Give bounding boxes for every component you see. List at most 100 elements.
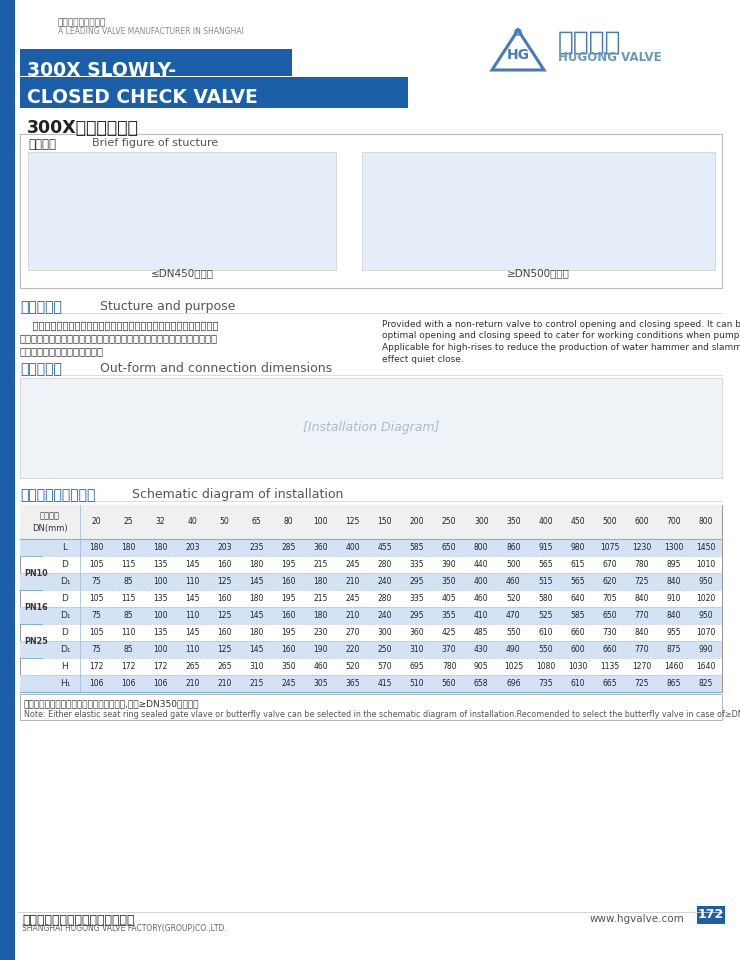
Text: 600: 600	[634, 517, 649, 526]
Text: 950: 950	[699, 611, 713, 620]
Text: 1025: 1025	[504, 662, 523, 671]
Text: Brief figure of stucture: Brief figure of stucture	[92, 138, 218, 148]
Text: 455: 455	[377, 543, 392, 552]
Text: 800: 800	[699, 517, 713, 526]
Text: 860: 860	[506, 543, 521, 552]
Text: 安装示意图: 安装示意图	[20, 362, 62, 376]
Text: 172: 172	[698, 908, 724, 922]
Text: PN10: PN10	[24, 568, 47, 578]
Text: 300: 300	[377, 628, 392, 637]
Text: 1075: 1075	[600, 543, 619, 552]
Text: 1230: 1230	[632, 543, 651, 552]
Bar	[20, 505, 722, 692]
Text: 115: 115	[121, 594, 135, 603]
Bar	[0, 0, 15, 960]
Text: 695: 695	[410, 662, 424, 671]
Text: D₁: D₁	[60, 577, 70, 586]
Text: 915: 915	[538, 543, 553, 552]
Text: 565: 565	[538, 560, 553, 569]
Text: 250: 250	[442, 517, 457, 526]
Text: 235: 235	[249, 543, 263, 552]
Text: 沪工阀门: 沪工阀门	[558, 30, 622, 56]
Text: 310: 310	[410, 645, 424, 654]
Text: 440: 440	[474, 560, 488, 569]
Text: 425: 425	[442, 628, 457, 637]
Text: D: D	[61, 594, 68, 603]
Text: 195: 195	[281, 560, 296, 569]
Text: 125: 125	[346, 517, 360, 526]
Text: 770: 770	[634, 611, 649, 620]
Bar	[362, 152, 715, 270]
Text: 300X缓闭式逆止阀: 300X缓闭式逆止阀	[27, 119, 139, 137]
Text: 585: 585	[410, 543, 424, 552]
Text: 405: 405	[442, 594, 457, 603]
Text: 1135: 1135	[600, 662, 619, 671]
Text: 145: 145	[249, 645, 263, 654]
Text: 160: 160	[281, 611, 296, 620]
Text: 1080: 1080	[536, 662, 555, 671]
Text: 125: 125	[218, 645, 232, 654]
Text: 725: 725	[634, 577, 649, 586]
Bar	[20, 49, 292, 76]
Text: 1640: 1640	[696, 662, 716, 671]
Text: Schematic diagram of installation: Schematic diagram of installation	[132, 488, 343, 501]
Text: 85: 85	[124, 577, 133, 586]
Text: 525: 525	[538, 611, 553, 620]
Text: L: L	[62, 543, 67, 552]
Text: 105: 105	[89, 628, 104, 637]
Text: 460: 460	[506, 577, 521, 586]
Text: 1020: 1020	[696, 594, 716, 603]
Text: 产生，以达到静音关阀的效果。: 产生，以达到静音关阀的效果。	[20, 346, 104, 356]
Text: 180: 180	[121, 543, 135, 552]
Text: 135: 135	[153, 594, 167, 603]
Text: 350: 350	[281, 662, 296, 671]
Text: D: D	[61, 560, 68, 569]
Text: 110: 110	[121, 628, 135, 637]
Text: 145: 145	[185, 594, 200, 603]
Text: 75: 75	[91, 611, 101, 620]
Text: 172: 172	[89, 662, 104, 671]
Bar	[20, 505, 722, 539]
Text: 450: 450	[571, 517, 585, 526]
Text: 270: 270	[346, 628, 360, 637]
Text: 360: 360	[314, 543, 328, 552]
Text: 335: 335	[410, 594, 424, 603]
Text: 905: 905	[474, 662, 488, 671]
Text: 105: 105	[89, 594, 104, 603]
Text: 20: 20	[91, 517, 101, 526]
Text: 172: 172	[121, 662, 135, 671]
Text: 来自上海的阀业巨子: 来自上海的阀业巨子	[58, 18, 107, 27]
Text: [Installation Diagram]: [Installation Diagram]	[303, 421, 439, 435]
Text: 285: 285	[281, 543, 296, 552]
Text: 1300: 1300	[665, 543, 684, 552]
Text: 510: 510	[410, 679, 424, 688]
Text: 460: 460	[314, 662, 328, 671]
Text: 结构简图: 结构简图	[28, 138, 56, 151]
Text: 705: 705	[602, 594, 617, 603]
Text: 32: 32	[155, 517, 165, 526]
Text: 825: 825	[699, 679, 713, 688]
Text: 840: 840	[634, 594, 649, 603]
Text: 730: 730	[602, 628, 617, 637]
Text: 100: 100	[153, 577, 167, 586]
Text: 125: 125	[218, 611, 232, 620]
Text: 280: 280	[377, 560, 392, 569]
Text: 180: 180	[249, 560, 263, 569]
Text: 100: 100	[314, 517, 328, 526]
Text: 110: 110	[185, 645, 200, 654]
Text: 145: 145	[249, 611, 263, 620]
Text: 415: 415	[377, 679, 392, 688]
Text: 980: 980	[571, 543, 585, 552]
Text: 180: 180	[314, 611, 328, 620]
Text: 600: 600	[571, 645, 585, 654]
Text: 180: 180	[249, 628, 263, 637]
Text: 75: 75	[91, 577, 101, 586]
Text: 85: 85	[124, 611, 133, 620]
Text: 172: 172	[153, 662, 167, 671]
Text: 865: 865	[667, 679, 681, 688]
Text: 100: 100	[153, 611, 167, 620]
Text: 具有开启和关闭速度调控的逆止阀，于启动或停止抽水机运转时可配合: 具有开启和关闭速度调控的逆止阀，于启动或停止抽水机运转时可配合	[20, 320, 218, 330]
Text: 160: 160	[218, 628, 232, 637]
Text: 200: 200	[410, 517, 424, 526]
Text: 560: 560	[442, 679, 457, 688]
